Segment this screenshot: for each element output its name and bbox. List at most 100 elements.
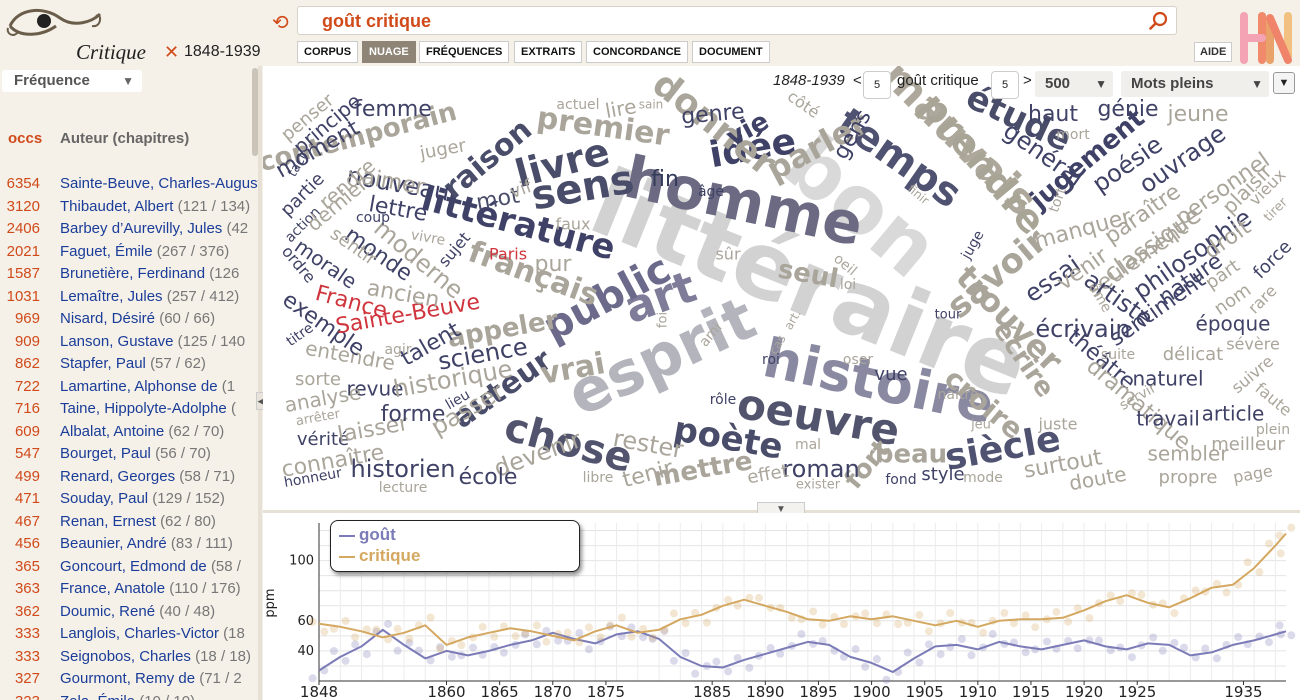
cloud-word[interactable]: sévère [1226, 335, 1280, 354]
author-name[interactable]: Renard, Georges (58 / 71) [60, 467, 236, 485]
author-name[interactable]: Zola, Émile (10 / 10) [60, 691, 195, 700]
cloud-word[interactable]: rôle [710, 392, 737, 408]
cloud-word[interactable]: fin [651, 167, 679, 192]
author-row[interactable]: 467 Renan, Ernest (62 / 80) [0, 511, 260, 534]
hn-logo-icon[interactable] [1238, 10, 1294, 66]
author-name[interactable]: Bourget, Paul (56 / 70) [60, 445, 211, 462]
author-row[interactable]: 323 Zola, Émile (10 / 10) [0, 691, 260, 700]
cloud-word[interactable]: faux [555, 215, 590, 234]
word-count-select[interactable]: 500 ▼ [1035, 71, 1113, 97]
eye-logo-icon[interactable] [4, 4, 104, 44]
cloud-word[interactable]: écrivain [1035, 315, 1130, 343]
cloud-menu-button[interactable]: ▼ [1273, 72, 1295, 94]
author-name[interactable]: Gourmont, Remy de (71 / 2 [60, 670, 242, 687]
author-name[interactable]: Faguet, Émile (267 / 376) [60, 242, 230, 260]
cloud-word[interactable]: mode [963, 470, 1003, 486]
author-name[interactable]: Lemaître, Jules (257 / 412) [60, 287, 240, 305]
author-name[interactable]: Renan, Ernest (62 / 80) [60, 512, 216, 530]
tab-corpus[interactable]: CORPUS [297, 41, 359, 63]
author-row[interactable]: 1031 Lemaître, Jules (257 / 412) [0, 286, 260, 309]
cloud-word[interactable]: époque [1196, 312, 1271, 336]
cloud-word[interactable]: âge [698, 184, 724, 200]
search-icon[interactable] [1148, 10, 1170, 32]
cloud-word[interactable]: naturel [1132, 367, 1203, 391]
word-filter-select[interactable]: Mots pleins ▼ [1121, 71, 1269, 97]
cloud-word[interactable]: genre [680, 99, 745, 129]
author-row[interactable]: 456 Beaunier, André (83 / 111) [0, 533, 260, 556]
cloud-word[interactable]: forme [381, 402, 446, 427]
author-name[interactable]: Albalat, Antoine (62 / 70) [60, 422, 225, 440]
cloud-word[interactable]: historien [351, 455, 456, 483]
author-name[interactable]: Seignobos, Charles (18 / 18) [60, 647, 251, 665]
cloud-word[interactable]: vérité [297, 429, 349, 450]
author-row[interactable]: 2021 Faguet, Émile (267 / 376) [0, 241, 260, 264]
author-row[interactable]: 363 France, Anatole (110 / 176) [0, 578, 260, 601]
chart-legend[interactable]: goût critique [330, 520, 580, 572]
cloud-word[interactable]: exister [796, 478, 841, 493]
cloud-word[interactable]: vue [874, 364, 907, 385]
cloud-word[interactable]: roi [762, 352, 780, 368]
author-name[interactable]: Souday, Paul (129 / 152) [60, 490, 225, 507]
series-line-gout[interactable] [318, 628, 1287, 673]
author-row[interactable]: 2406 Barbey d’Aurevilly, Jules (42 [0, 218, 260, 241]
remove-filter-icon[interactable]: ✕ [164, 42, 180, 62]
author-name[interactable]: Doumic, René (40 / 48) [60, 602, 216, 620]
author-row[interactable]: 327 Gourmont, Remy de (71 / 2 [0, 668, 260, 691]
sidebar-scrollbar[interactable] [252, 68, 258, 156]
cloud-word[interactable]: école [459, 465, 518, 490]
author-name[interactable]: Barbey d’Aurevilly, Jules (42 [60, 220, 249, 237]
cloud-word[interactable]: sûr [715, 245, 740, 264]
cloud-word[interactable]: meilleur [1211, 434, 1285, 455]
cloud-word[interactable]: pur [535, 252, 573, 277]
author-name[interactable]: Thibaudet, Albert (121 / 134) [60, 197, 251, 215]
author-row[interactable]: 499 Renard, Georges (58 / 71) [0, 466, 260, 489]
tab-document[interactable]: DOCUMENT [692, 41, 770, 63]
tab-extraits[interactable]: EXTRAITS [514, 41, 583, 63]
tab-nuage[interactable]: NUAGE [362, 41, 416, 63]
author-row[interactable]: 333 Langlois, Charles-Victor (18 [0, 623, 260, 646]
author-name[interactable]: Brunetière, Ferdinand (126 [60, 265, 240, 282]
author-name[interactable]: Lamartine, Alphonse de (1 [60, 377, 236, 395]
cloud-word[interactable]: juge [958, 228, 987, 263]
column-header-occs[interactable]: occs [8, 130, 43, 147]
cloud-word[interactable]: mort [1056, 127, 1090, 143]
cloud-word[interactable]: style [921, 464, 964, 485]
author-name[interactable]: Lanson, Gustave (125 / 140 [60, 332, 246, 350]
cloud-word[interactable]: fond [885, 472, 916, 488]
left-window-input[interactable]: 5 [863, 71, 891, 99]
author-name[interactable]: Goncourt, Edmond de (58 / [60, 557, 241, 575]
cloud-word[interactable]: vivre [410, 227, 447, 249]
author-row[interactable]: 969 Nisard, Désiré (60 / 66) [0, 308, 260, 331]
cloud-word[interactable]: revue [347, 377, 404, 401]
author-row[interactable]: 909 Lanson, Gustave (125 / 140 [0, 331, 260, 354]
cloud-word[interactable]: plein [1256, 422, 1290, 438]
author-row[interactable]: 362 Doumic, René (40 / 48) [0, 601, 260, 624]
column-header-author[interactable]: Auteur (chapitres) [60, 130, 190, 147]
cloud-word[interactable]: agir [384, 342, 411, 358]
cloud-word[interactable]: naître [938, 387, 979, 403]
cloud-word[interactable]: travail [1136, 407, 1200, 431]
cloud-word[interactable]: loi [840, 277, 856, 293]
author-row[interactable]: 547 Bourget, Paul (56 / 70) [0, 443, 260, 466]
search-input[interactable]: goût critique [297, 6, 1177, 35]
cloud-word[interactable]: force [1249, 236, 1296, 283]
author-name[interactable]: Sainte-Beuve, Charles-Augustin [60, 175, 260, 192]
author-row[interactable]: 716 Taine, Hippolyte-Adolphe ( [0, 398, 260, 421]
reset-icon[interactable]: ⟲ [272, 12, 289, 34]
tab-concordance[interactable]: CONCORDANCE [586, 41, 688, 63]
cloud-word[interactable]: tour [935, 308, 962, 323]
cloud-word[interactable]: page [1231, 461, 1274, 487]
cloud-word[interactable]: côté [784, 86, 823, 121]
cloud-word[interactable]: haut [1028, 102, 1078, 127]
author-row[interactable]: 722 Lamartine, Alphonse de (1 [0, 376, 260, 399]
cloud-word[interactable]: coup [356, 210, 390, 226]
cloud-word[interactable]: mal [795, 437, 821, 453]
sort-select[interactable]: Fréquence ▼ [2, 70, 142, 92]
cloud-word[interactable]: lecture [379, 480, 428, 496]
author-name[interactable]: Nisard, Désiré (60 / 66) [60, 310, 216, 327]
cloud-word[interactable]: libre [583, 470, 614, 486]
legend-item-gout[interactable]: goût [339, 525, 396, 545]
author-name[interactable]: Stapfer, Paul (57 / 62) [60, 355, 206, 372]
right-window-input[interactable]: 5 [991, 71, 1019, 99]
cloud-word[interactable]: roman [782, 455, 859, 483]
